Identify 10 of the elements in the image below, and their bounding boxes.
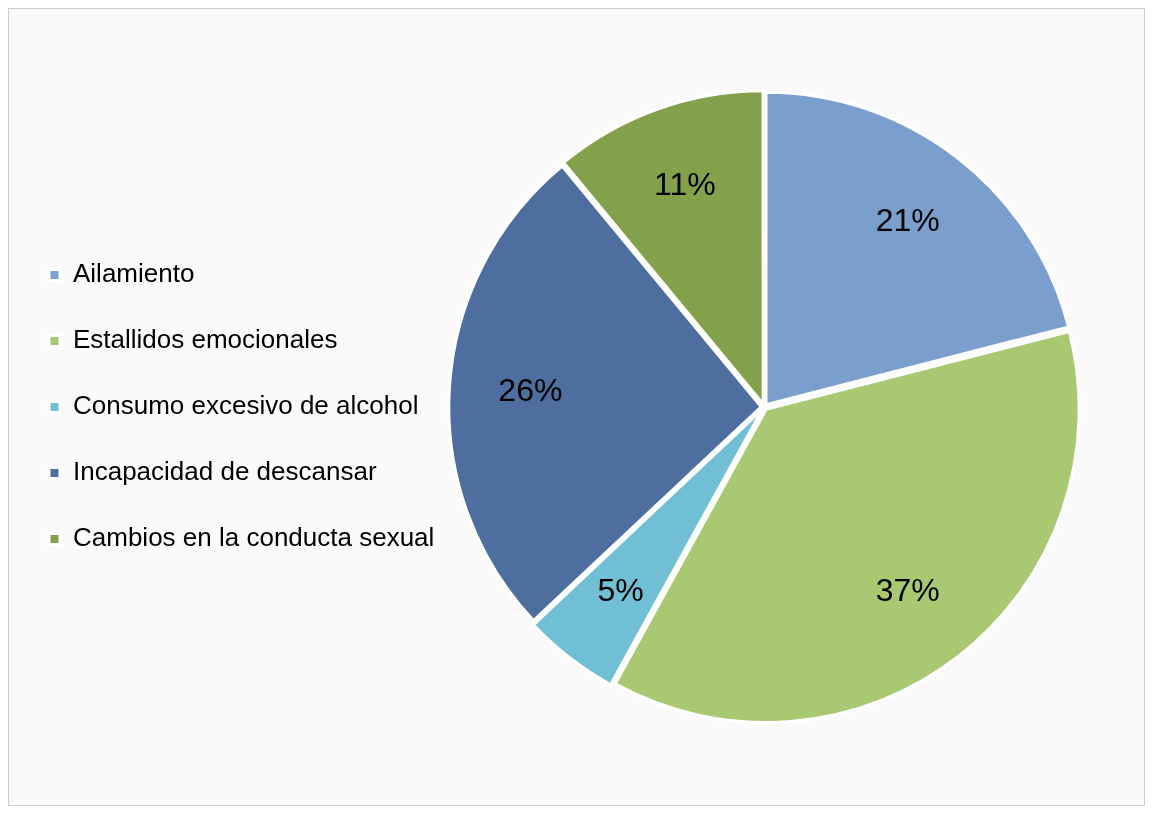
data-label: 5% <box>597 571 644 608</box>
data-label: 26% <box>498 372 563 409</box>
legend-label: Ailamiento <box>73 258 195 289</box>
legend-label: Incapacidad de descansar <box>73 456 377 487</box>
legend-label: Cambios en la conducta sexual <box>73 522 435 553</box>
legend-label: Estallidos emocionales <box>73 324 338 355</box>
data-label: 11% <box>653 166 716 203</box>
legend-label: Consumo excesivo de alcohol <box>73 390 419 421</box>
data-label: 21% <box>875 201 940 238</box>
data-label: 37% <box>875 571 940 608</box>
